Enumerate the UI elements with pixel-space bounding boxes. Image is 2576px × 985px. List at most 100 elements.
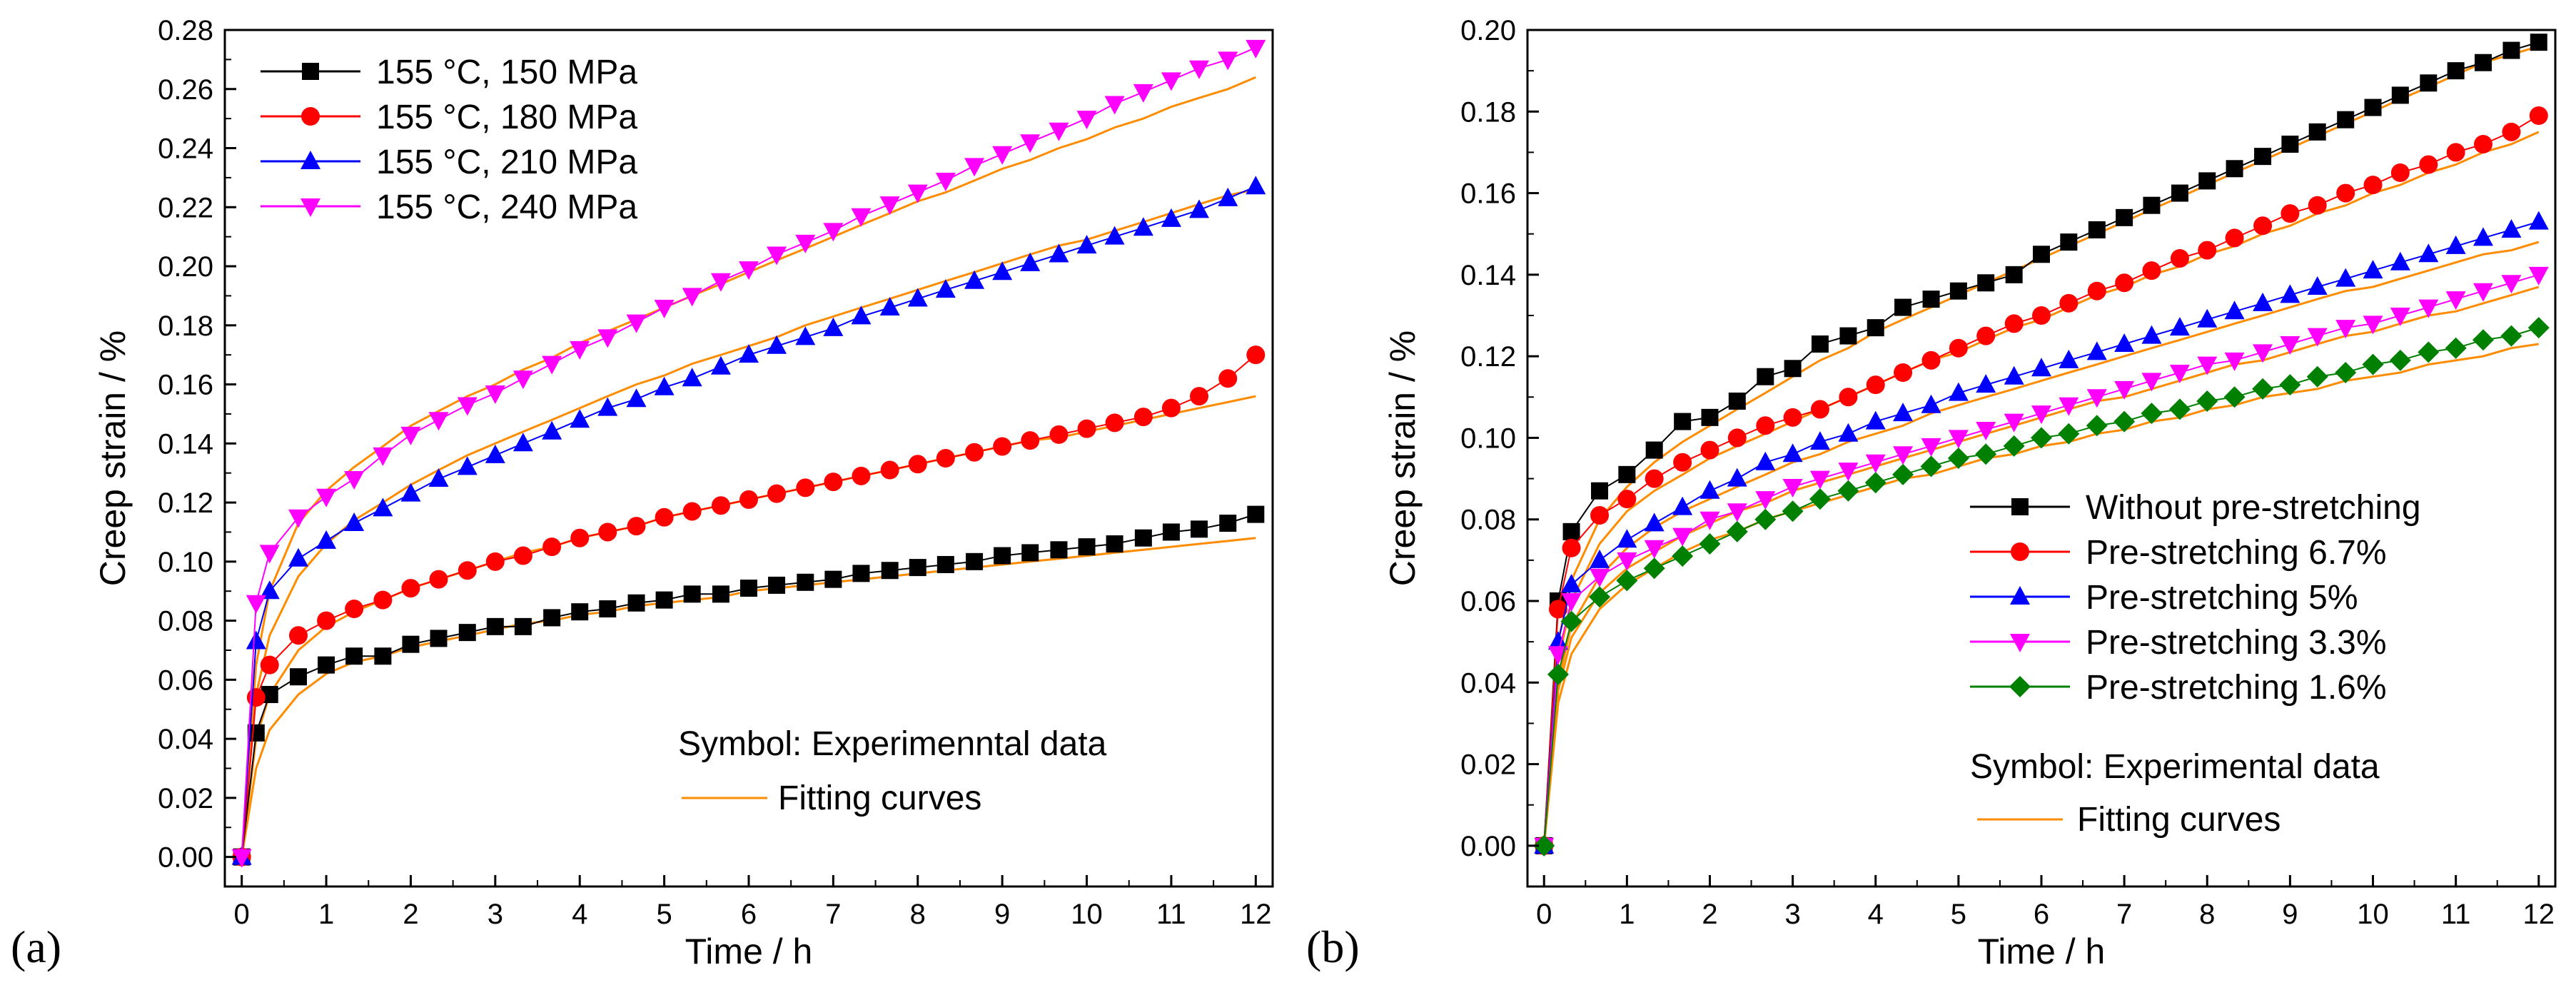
data-point xyxy=(2058,423,2080,445)
data-point xyxy=(1548,600,1567,619)
data-point xyxy=(1894,363,1913,382)
data-point xyxy=(2197,308,2218,328)
data-point xyxy=(2086,389,2107,408)
data-point xyxy=(1617,552,1637,571)
data-point xyxy=(1894,298,1912,316)
data-point xyxy=(1218,51,1238,71)
data-point xyxy=(2502,41,2520,59)
data-point xyxy=(2170,249,2189,268)
data-point xyxy=(1617,490,1637,509)
data-point xyxy=(2473,135,2492,153)
data-point xyxy=(1218,187,1238,206)
legend-marker xyxy=(2009,676,2031,697)
data-point xyxy=(1975,443,1997,465)
data-point xyxy=(683,585,701,603)
data-point xyxy=(767,335,787,354)
legend-label: 155 °C, 180 MPa xyxy=(376,98,637,136)
data-point xyxy=(795,234,816,253)
chart-b: 0 1 2 3 4 5 6 7 8 9 10 11 120.000.020.040.060.080.10… xyxy=(1306,15,2557,972)
data-point xyxy=(1811,335,1829,353)
data-point xyxy=(2060,233,2078,251)
data-point xyxy=(2307,328,2328,347)
data-point xyxy=(259,545,280,564)
data-point xyxy=(2363,260,2383,279)
panel-label-b: (b) xyxy=(1306,921,1360,972)
data-point xyxy=(1617,529,1637,548)
data-point xyxy=(458,624,476,642)
y-tick-label: 0.10 xyxy=(158,547,213,578)
legend-label: 155 °C, 240 MPa xyxy=(376,188,637,226)
x-tick-label: 3 xyxy=(488,899,503,930)
data-point xyxy=(1547,663,1569,685)
data-point xyxy=(2059,397,2079,416)
data-point xyxy=(2198,241,2217,260)
data-point xyxy=(1864,472,1886,494)
data-point xyxy=(317,611,336,630)
data-point xyxy=(796,478,815,497)
x-tick-label: 9 xyxy=(2282,899,2298,930)
data-point xyxy=(992,261,1013,281)
data-point xyxy=(231,849,252,868)
x-tick-label: 8 xyxy=(910,899,926,930)
data-point xyxy=(344,512,365,532)
data-point xyxy=(1892,463,1914,485)
data-point xyxy=(2088,221,2106,238)
data-point xyxy=(2142,261,2161,281)
y-tick-label: 0.16 xyxy=(158,370,213,401)
data-point xyxy=(1104,226,1125,245)
data-point xyxy=(2114,380,2135,400)
data-point xyxy=(1105,413,1124,433)
data-point xyxy=(1837,480,1859,502)
data-point xyxy=(907,288,928,307)
data-point xyxy=(2280,336,2300,355)
data-point xyxy=(1161,398,1181,418)
data-point xyxy=(2033,246,2050,263)
data-point xyxy=(1560,610,1582,632)
data-point xyxy=(2418,299,2439,318)
data-point xyxy=(1867,319,1884,337)
data-point xyxy=(2254,148,2272,166)
data-point xyxy=(542,420,562,440)
data-point xyxy=(2363,176,2383,195)
data-point xyxy=(289,668,307,686)
y-tick-label: 0.04 xyxy=(1460,667,1516,699)
data-point xyxy=(795,326,816,345)
data-point xyxy=(1590,506,1610,525)
data-point xyxy=(2004,314,2024,333)
data-point xyxy=(2362,353,2384,375)
data-point xyxy=(2445,337,2467,359)
data-point xyxy=(2113,410,2136,433)
data-point xyxy=(2116,208,2133,226)
data-point xyxy=(626,314,647,333)
x-tick-label: 12 xyxy=(1240,899,1272,930)
data-point xyxy=(428,412,449,431)
data-point xyxy=(1562,538,1581,557)
fit-curve xyxy=(1542,343,2540,847)
data-point xyxy=(316,530,337,549)
data-point xyxy=(1809,488,1831,510)
data-point xyxy=(1133,84,1153,103)
data-point xyxy=(2252,378,2274,400)
data-point xyxy=(1839,388,1858,407)
data-point xyxy=(824,473,843,492)
data-point xyxy=(260,655,279,675)
y-tick-label: 0.14 xyxy=(1460,260,1516,291)
data-point xyxy=(597,397,618,416)
data-point xyxy=(1672,496,1693,515)
y-tick-label: 0.18 xyxy=(1460,96,1516,128)
data-point xyxy=(907,184,928,203)
data-point xyxy=(740,580,757,597)
data-point xyxy=(1976,374,1996,393)
data-point xyxy=(246,630,266,650)
data-point xyxy=(852,565,870,582)
legend-marker xyxy=(2011,542,2029,561)
data-point xyxy=(428,468,449,487)
data-point xyxy=(246,595,266,614)
data-point xyxy=(1756,416,1775,435)
y-tick-label: 0.06 xyxy=(1460,586,1516,617)
legend-a: 155 °C, 150 MPa 155 °C, 180 MPa 155 °C, 21… xyxy=(261,54,637,226)
data-point xyxy=(2004,365,2024,385)
data-point xyxy=(2169,317,2190,336)
data-point xyxy=(318,656,335,674)
data-point xyxy=(2115,273,2134,293)
